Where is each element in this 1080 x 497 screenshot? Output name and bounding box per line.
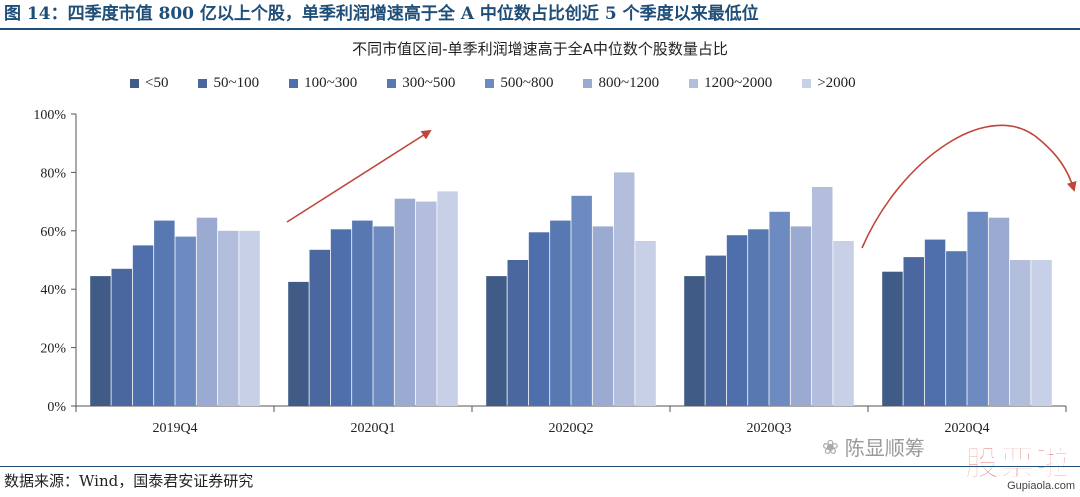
legend-label: <50	[145, 74, 169, 91]
legend-item: >2000	[802, 74, 856, 92]
x-tick-label: 2020Q3	[746, 421, 791, 436]
source-text: 数据来源：Wind，国泰君安证券研究	[4, 472, 254, 490]
bar->2000	[239, 230, 260, 406]
bar->2000	[833, 241, 854, 406]
bar-500~800	[571, 195, 592, 406]
legend-swatch	[130, 78, 139, 88]
bar-50~100	[903, 257, 924, 406]
legend-swatch	[387, 78, 397, 88]
watermark: ❀ 陈显顺筹	[822, 432, 925, 461]
bar-50~100	[507, 260, 528, 406]
y-tick-label: 80%	[40, 166, 66, 181]
x-tick-label: 2020Q4	[944, 421, 989, 436]
trend-down-arrow	[861, 124, 1077, 249]
legend-swatch	[289, 78, 299, 88]
legend-item: 100~300	[289, 75, 357, 92]
bar-<50	[684, 276, 705, 406]
bar-<50	[486, 276, 507, 406]
bar-1200~2000	[1010, 260, 1031, 406]
bar-800~1200	[988, 217, 1010, 406]
watermark-account: 陈显顺筹	[844, 436, 925, 460]
bar-<50	[90, 276, 111, 406]
bar-300~500	[946, 251, 967, 406]
legend-swatch	[485, 78, 495, 88]
logo-url: Gupiaola.com	[1007, 480, 1075, 492]
legend-swatch	[198, 78, 208, 88]
y-tick-label: 20%	[40, 342, 66, 357]
source-note: 数据来源：Wind，国泰君安证券研究	[0, 466, 1080, 497]
bar-800~1200	[394, 198, 416, 406]
bar-1200~2000	[812, 187, 833, 406]
bar-500~800	[967, 211, 988, 406]
y-tick-label: 100%	[33, 108, 66, 123]
bar-300~500	[748, 229, 769, 406]
bar->2000	[1031, 260, 1052, 406]
trend-up-arrow	[286, 129, 432, 223]
bar-1200~2000	[416, 201, 437, 406]
figure-label: 图 14：四季度市值 800 亿以上个股，单季利润增速高于全 A 中位数占比创近…	[4, 4, 759, 24]
y-tick-label: 60%	[40, 225, 66, 240]
legend-label: 300~500	[402, 74, 456, 91]
legend-label: 100~300	[304, 74, 358, 91]
bar-<50	[882, 271, 903, 406]
chart-title: 不同市值区间-单季利润增速高于全A中位数个股数量占比	[352, 40, 728, 58]
bar-<50	[288, 281, 309, 406]
legend-item: 1200~2000	[689, 75, 772, 92]
bar-100~300	[924, 239, 946, 406]
x-tick-label: 2019Q4	[152, 421, 197, 436]
bar-300~500	[154, 220, 175, 406]
legend-swatch	[689, 78, 699, 88]
bar-100~300	[330, 229, 352, 406]
legend-label: 50~100	[213, 74, 260, 91]
figure-header: 图 14：四季度市值 800 亿以上个股，单季利润增速高于全 A 中位数占比创近…	[0, 0, 1080, 30]
legend-item: 500~800	[485, 75, 553, 92]
bar->2000	[635, 241, 656, 406]
bar-800~1200	[790, 226, 812, 406]
legend-item: 300~500	[387, 75, 455, 92]
legend-item: 800~1200	[583, 75, 659, 92]
legend-swatch	[583, 78, 593, 88]
legend-label: >2000	[817, 74, 856, 91]
bar-300~500	[550, 220, 571, 406]
x-tick-label: 2020Q1	[350, 421, 395, 436]
logo-text: 股票啦	[965, 444, 1070, 485]
bar-500~800	[373, 226, 394, 406]
bar-100~300	[132, 245, 154, 406]
y-tick-label: 40%	[40, 283, 66, 298]
chart-legend: <50 50~100 100~300 300~500 500~800 800~1200 12…	[130, 73, 886, 93]
bar-100~300	[528, 232, 550, 406]
legend-item: <50	[130, 75, 168, 92]
bar-50~100	[705, 255, 726, 406]
wechat-icon: ❀	[822, 434, 839, 459]
bar-50~100	[309, 249, 330, 406]
legend-label: 500~800	[500, 74, 554, 91]
bar-100~300	[726, 235, 748, 406]
bar->2000	[437, 191, 458, 406]
bar-800~1200	[592, 226, 614, 406]
bar-800~1200	[196, 217, 218, 406]
legend-swatch	[802, 78, 812, 88]
legend-item: 50~100	[198, 75, 259, 92]
bar-50~100	[111, 268, 132, 406]
y-tick-label: 0%	[47, 400, 66, 415]
bar-500~800	[769, 211, 790, 406]
site-logo: 股票啦 Gupiaola.com	[965, 436, 1077, 494]
legend-label: 1200~2000	[704, 74, 773, 91]
x-tick-label: 2020Q2	[548, 421, 593, 436]
bar-1200~2000	[614, 172, 635, 406]
legend-label: 800~1200	[598, 74, 660, 91]
bar-300~500	[352, 220, 373, 406]
bar-500~800	[175, 236, 196, 406]
bar-1200~2000	[218, 230, 239, 406]
